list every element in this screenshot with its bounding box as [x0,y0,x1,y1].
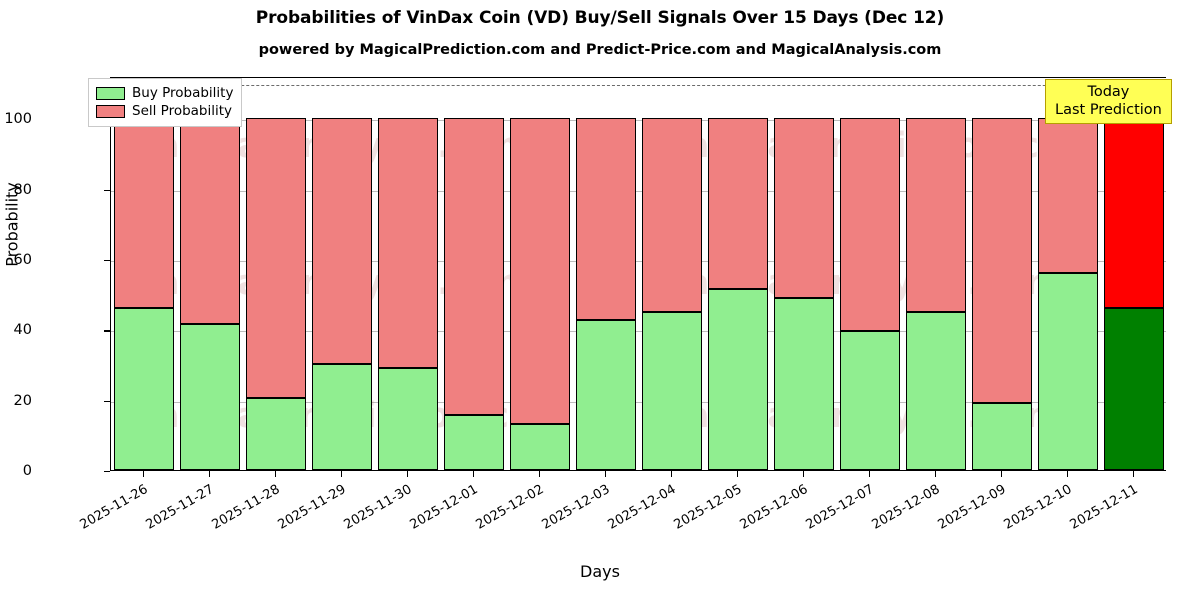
bar-group[interactable] [377,78,439,470]
plot-area: MagicalAnalysis.comMagicalPrediction.com… [110,77,1166,471]
bar-segment-sell[interactable] [377,118,439,368]
x-tick-mark [539,471,541,477]
legend-item-buy: Buy Probability [96,84,233,102]
bar-segment-buy[interactable] [641,311,703,470]
bar-group[interactable] [641,78,703,470]
bar-segment-buy[interactable] [443,415,505,470]
bar-segment-buy[interactable] [971,403,1033,470]
y-tick-label: 60 [13,251,32,268]
bar-segment-buy[interactable] [179,324,241,470]
legend-swatch-buy-icon [96,86,125,100]
bar-segment-buy[interactable] [707,288,769,470]
y-tick-mark [104,471,110,473]
bar-segment-sell[interactable] [773,118,835,298]
x-tick-mark [473,471,475,477]
gridline [111,260,1166,262]
bar-segment-sell[interactable] [1037,118,1099,273]
y-tick-label: 40 [13,322,32,339]
y-tick-mark [104,400,110,403]
bar-segment-sell[interactable] [575,118,637,321]
legend-item-sell: Sell Probability [96,102,233,120]
bar-segment-sell[interactable] [509,118,571,425]
bar-group[interactable] [509,78,571,470]
bar-group[interactable] [1103,78,1165,470]
bar-segment-buy[interactable] [1103,308,1165,470]
y-tick-mark [104,189,110,191]
bar-group[interactable] [707,78,769,470]
x-tick-mark [605,471,607,477]
x-tick-mark [1067,471,1069,477]
bar-segment-sell[interactable] [905,118,967,312]
reference-line [111,85,1166,87]
bar-segment-buy[interactable] [773,297,835,470]
gridline [111,401,1166,403]
x-tick-mark [869,471,871,477]
bar-segment-buy[interactable] [575,320,637,470]
y-tick-mark [104,330,110,332]
x-axis-label: Days [580,562,620,581]
bar-group[interactable] [773,78,835,470]
legend-label-buy: Buy Probability [132,84,234,101]
bar-segment-sell[interactable] [245,118,307,398]
legend-label-sell: Sell Probability [132,102,233,119]
today-annotation: Today Last Prediction [1045,79,1172,124]
bar-group[interactable] [113,78,175,470]
x-tick-mark [341,471,343,477]
today-annotation-line2: Last Prediction [1055,102,1162,118]
x-tick-mark [1001,471,1003,477]
bar-segment-sell[interactable] [707,118,769,289]
gridline [111,120,1166,122]
y-axis-label: Probability [2,182,22,267]
plot-inner: MagicalAnalysis.comMagicalPrediction.com… [111,78,1166,470]
bar-segment-buy[interactable] [905,311,967,470]
x-tick-mark [671,471,673,477]
bar-segment-sell[interactable] [443,118,505,416]
chart-subtitle: powered by MagicalPrediction.com and Pre… [258,42,942,58]
bar-group[interactable] [971,78,1033,470]
bar-segment-buy[interactable] [113,308,175,470]
bar-group[interactable] [443,78,505,470]
gridline [111,331,1166,333]
bar-group[interactable] [1037,78,1099,470]
bar-group[interactable] [575,78,637,470]
y-tick-label: 100 [4,111,32,128]
y-tick-label: 20 [13,392,32,409]
x-tick-mark [275,471,277,477]
chart-title: Probabilities of VinDax Coin (VD) Buy/Se… [255,8,945,28]
y-tick-label: 80 [13,181,32,198]
bar-segment-sell[interactable] [113,118,175,309]
bar-segment-sell[interactable] [179,118,241,324]
y-tick-label: 0 [22,463,32,479]
y-tick-mark [104,259,110,262]
x-tick-mark [209,471,211,477]
bar-segment-sell[interactable] [311,118,373,365]
bar-segment-buy[interactable] [509,424,571,470]
x-tick-mark [803,471,805,477]
today-annotation-line1: Today [1087,84,1130,100]
bar-group[interactable] [839,78,901,470]
x-tick-mark [143,471,145,477]
bar-group[interactable] [245,78,307,470]
bar-segment-buy[interactable] [377,367,439,470]
chart-legend: Buy Probability Sell Probability [88,78,243,127]
bar-group[interactable] [905,78,967,470]
x-tick-mark [1133,471,1135,477]
bar-group[interactable] [311,78,373,470]
bar-segment-buy[interactable] [1037,273,1099,470]
x-tick-mark [407,471,409,477]
gridline [111,190,1166,192]
bar-segment-buy[interactable] [245,397,307,470]
bar-group[interactable] [179,78,241,470]
bar-segment-sell[interactable] [641,118,703,312]
bar-segment-sell[interactable] [971,118,1033,404]
bar-segment-buy[interactable] [839,331,901,470]
legend-swatch-sell-icon [96,104,125,118]
bar-segment-buy[interactable] [311,364,373,470]
bar-segment-sell[interactable] [839,118,901,332]
bar-segment-sell[interactable] [1103,118,1165,309]
x-tick-mark [737,471,739,477]
x-tick-mark [935,471,937,477]
